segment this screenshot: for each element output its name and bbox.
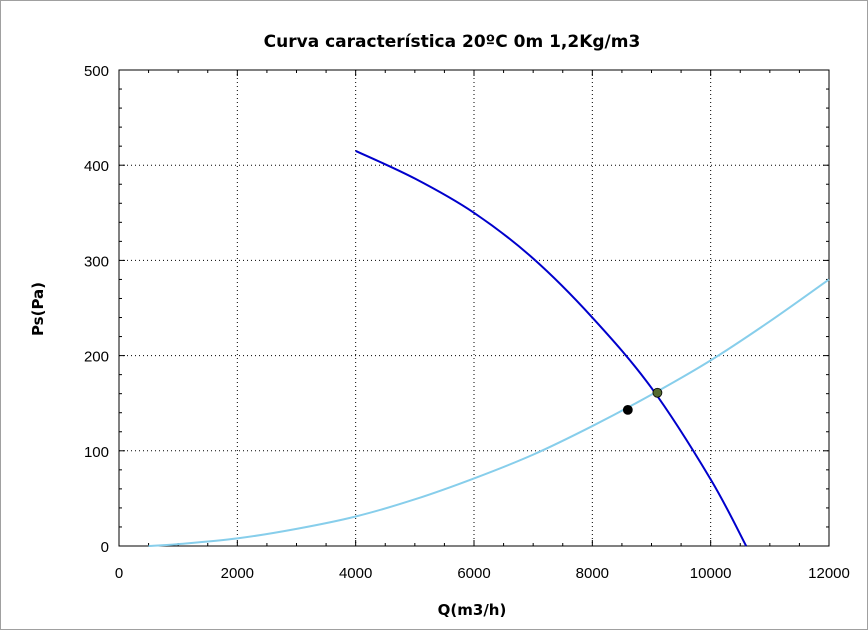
design-point-marker bbox=[622, 404, 633, 415]
y-tick-label: 500 bbox=[84, 63, 109, 80]
y-tick-label: 400 bbox=[84, 158, 109, 175]
system-curve-line bbox=[148, 278, 830, 547]
y-tick-label: 300 bbox=[84, 253, 109, 270]
y-tick-label: 0 bbox=[101, 539, 109, 556]
fan-curve-line bbox=[355, 150, 748, 547]
y-axis-label: Ps(Pa) bbox=[29, 282, 47, 336]
x-tick-label: 2000 bbox=[221, 565, 254, 582]
operating-point-marker bbox=[652, 387, 663, 398]
y-tick-label: 200 bbox=[84, 349, 109, 366]
x-tick-label: 4000 bbox=[339, 565, 372, 582]
x-tick-label: 12000 bbox=[808, 565, 850, 582]
plot-area: 0 2000 4000 6000 8000 10000 12000 0 100 200 300 400… bbox=[84, 63, 850, 582]
x-tick-label: 0 bbox=[115, 565, 123, 582]
x-tick-label: 6000 bbox=[457, 565, 490, 582]
x-axis-label: Q(m3/h) bbox=[438, 601, 507, 619]
x-tick-label: 10000 bbox=[690, 565, 732, 582]
y-tick-label: 100 bbox=[84, 444, 109, 461]
x-tick-label: 8000 bbox=[576, 565, 609, 582]
chart-title: Curva característica 20ºC 0m 1,2Kg/m3 bbox=[264, 32, 641, 52]
